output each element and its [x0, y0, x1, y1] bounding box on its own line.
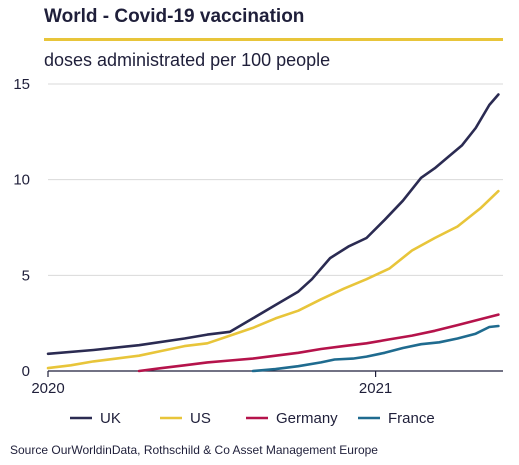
- y-tick-label: 5: [22, 267, 30, 284]
- y-tick-label: 15: [13, 76, 30, 93]
- legend-label-france: France: [388, 410, 435, 427]
- legend-label-us: US: [190, 410, 211, 427]
- line-chart: 0 5 10 15 2020 2021 UK US Germany France: [13, 76, 503, 427]
- y-tick-label: 10: [13, 172, 30, 189]
- chart-subtitle: doses administrated per 100 people: [44, 50, 331, 70]
- series-line-france: [251, 324, 500, 373]
- x-tick-label: 2021: [359, 380, 392, 397]
- series-line-uk: [46, 93, 500, 356]
- y-tick-label: 0: [22, 363, 30, 380]
- source-note: Source OurWorldinData, Rothschild & Co A…: [10, 443, 378, 457]
- chart-title: World - Covid-19 vaccination: [44, 6, 305, 27]
- series-line-germany: [137, 313, 500, 373]
- legend-label-germany: Germany: [276, 410, 338, 427]
- legend-label-uk: UK: [100, 410, 121, 427]
- series-line-us: [46, 189, 500, 370]
- x-tick-label: 2020: [31, 380, 64, 397]
- title-underline: [44, 38, 503, 41]
